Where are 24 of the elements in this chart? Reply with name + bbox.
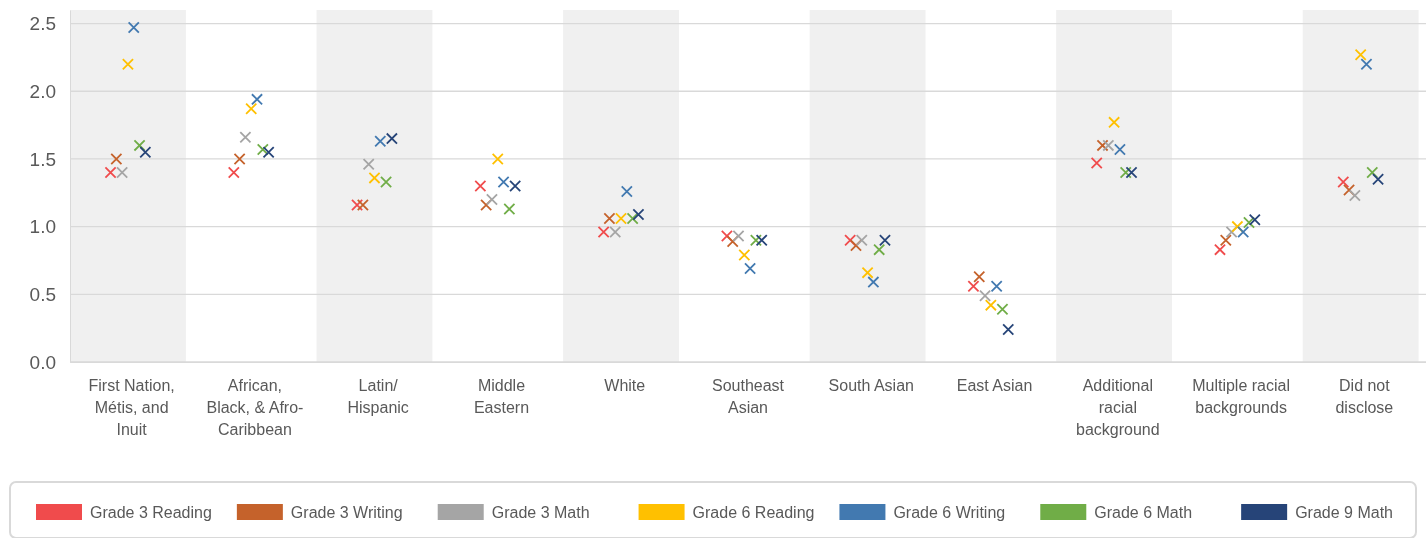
x-tick-label: South Asian bbox=[828, 377, 914, 395]
legend-label: Grade 3 Writing bbox=[290, 503, 403, 521]
y-tick-label: 1.5 bbox=[29, 148, 56, 170]
x-tick-label: Southeast Asian bbox=[711, 377, 785, 416]
y-tick-label: 1.0 bbox=[29, 216, 56, 238]
x-tick-label: Latin/ Hispanic bbox=[347, 377, 409, 416]
x-tick-label: African, Black, & Afro-Caribbean bbox=[206, 377, 304, 438]
legend-label: Grade 3 Math bbox=[491, 503, 590, 521]
y-tick-label: 2.5 bbox=[29, 13, 56, 35]
legend-label: Grade 3 Reading bbox=[90, 503, 212, 521]
x-tick-label: Did not disclose bbox=[1335, 377, 1394, 416]
x-tick-label: Multiple racial backgrounds bbox=[1192, 377, 1290, 416]
x-tick-label: East Asian bbox=[956, 377, 1033, 395]
y-tick-label: 2.0 bbox=[29, 80, 56, 102]
y-tick-label: 0.5 bbox=[29, 283, 56, 305]
legend-label: Grade 9 Math bbox=[1295, 503, 1393, 521]
x-tick-label: White bbox=[604, 377, 646, 395]
x-tick-label: First Nation, Métis, and Inuit bbox=[88, 377, 175, 438]
x-tick-label: Middle Eastern bbox=[473, 377, 530, 416]
legend-label: Grade 6 Reading bbox=[692, 503, 815, 521]
legend-label: Grade 6 Math bbox=[1094, 503, 1193, 521]
y-tick-label: 0.0 bbox=[29, 351, 56, 373]
legend-label: Grade 6 Writing bbox=[893, 503, 1006, 521]
x-tick-label: Additional racial background bbox=[1076, 377, 1160, 438]
